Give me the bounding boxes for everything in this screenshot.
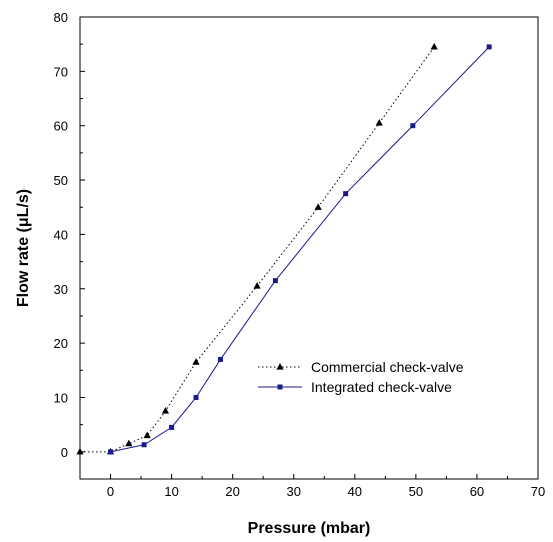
series-layer (76, 42, 492, 455)
plot-frame (79, 16, 539, 480)
y-tick-label: 80 (54, 10, 68, 25)
data-point (193, 394, 199, 400)
y-tick-label: 40 (54, 227, 68, 242)
data-point (192, 358, 200, 365)
data-point (143, 431, 151, 439)
data-point (486, 44, 492, 50)
legend-marker (276, 363, 284, 370)
data-point (108, 449, 114, 455)
y-tick-label: 60 (54, 119, 68, 134)
x-tick-label: 70 (531, 484, 545, 499)
x-tick-label: 0 (107, 484, 114, 499)
data-point (253, 282, 261, 289)
data-point (161, 407, 170, 414)
x-tick-label: 30 (286, 484, 300, 499)
data-point (76, 447, 84, 455)
axis-ticks: 0 10 20 30 40 50 60 70 0 10 20 30 40 50 60 70 80 (54, 10, 546, 499)
legend-label: Integrated check-valve (311, 379, 452, 395)
x-tick-label: 40 (348, 484, 362, 499)
x-tick-label: 10 (164, 484, 178, 499)
y-tick-label: 70 (54, 64, 68, 79)
series-line (80, 46, 435, 453)
data-point (410, 123, 416, 129)
legend-label: Commercial check-valve (311, 359, 464, 375)
x-tick-label: 20 (225, 484, 239, 499)
data-point (272, 278, 278, 284)
y-axis-title: Flow rate (μL/s) (15, 189, 32, 307)
x-tick-label: 50 (409, 484, 423, 499)
data-point (141, 442, 147, 448)
data-point (375, 118, 383, 126)
data-point (217, 356, 223, 362)
data-point (169, 424, 175, 430)
y-tick-label: 0 (61, 445, 68, 460)
x-tick-label: 60 (470, 484, 484, 499)
data-point (430, 42, 438, 50)
y-tick-label: 20 (54, 336, 68, 351)
data-point (314, 203, 322, 210)
series-2 (108, 44, 492, 455)
legend: Commercial check-valve Integrated check-v… (258, 359, 464, 395)
y-tick-label: 10 (54, 390, 68, 405)
data-point (343, 191, 349, 197)
data-point (125, 439, 133, 447)
y-tick-label: 30 (54, 282, 68, 297)
legend-marker (277, 384, 283, 390)
y-tick-label: 50 (54, 173, 68, 188)
x-axis-title: Pressure (mbar) (248, 520, 371, 537)
